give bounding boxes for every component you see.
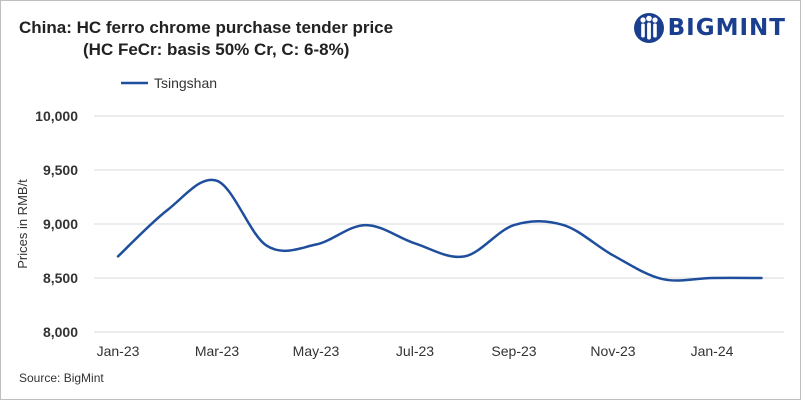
x-tick-label: Jan-24 [691, 343, 734, 359]
y-axis-ticks: 8,000 8,500 9,000 9,500 10,000 [35, 108, 78, 340]
legend-label-tsingshan: Tsingshan [154, 75, 217, 91]
legend: Tsingshan [121, 75, 217, 91]
x-tick-label: May-23 [293, 343, 340, 359]
x-tick-label: Mar-23 [195, 343, 240, 359]
x-tick-label: Jul-23 [396, 343, 434, 359]
x-tick-label: Jan-23 [97, 343, 140, 359]
y-tick-label: 9,500 [43, 162, 78, 178]
title-line-1: China: HC ferro chrome purchase tender p… [19, 18, 394, 37]
x-axis-ticks: Jan-23 Mar-23 May-23 Jul-23 Sep-23 Nov-23 Jan-… [97, 343, 734, 359]
y-tick-label: 9,000 [43, 216, 78, 232]
x-tick-label: Nov-23 [590, 343, 635, 359]
bigmint-logo: BIGMINT [633, 11, 786, 45]
y-tick-label: 8,000 [43, 324, 78, 340]
x-tick-label: Sep-23 [491, 343, 536, 359]
title-line-2: (HC FeCr: basis 50% Cr, C: 6-8%) [83, 40, 350, 59]
y-axis-label: Prices in RMB/t [15, 179, 30, 269]
chart-title: China: HC ferro chrome purchase tender p… [19, 17, 393, 61]
grid-lines [94, 115, 784, 333]
y-tick-label: 10,000 [35, 108, 78, 124]
bigmint-people-icon [633, 13, 664, 43]
source-note: Source: BigMint [19, 371, 104, 385]
logo-text: BIGMINT [667, 15, 786, 41]
series-line-tsingshan [116, 178, 763, 282]
series-layer [116, 178, 763, 282]
y-tick-label: 8,500 [43, 270, 78, 286]
